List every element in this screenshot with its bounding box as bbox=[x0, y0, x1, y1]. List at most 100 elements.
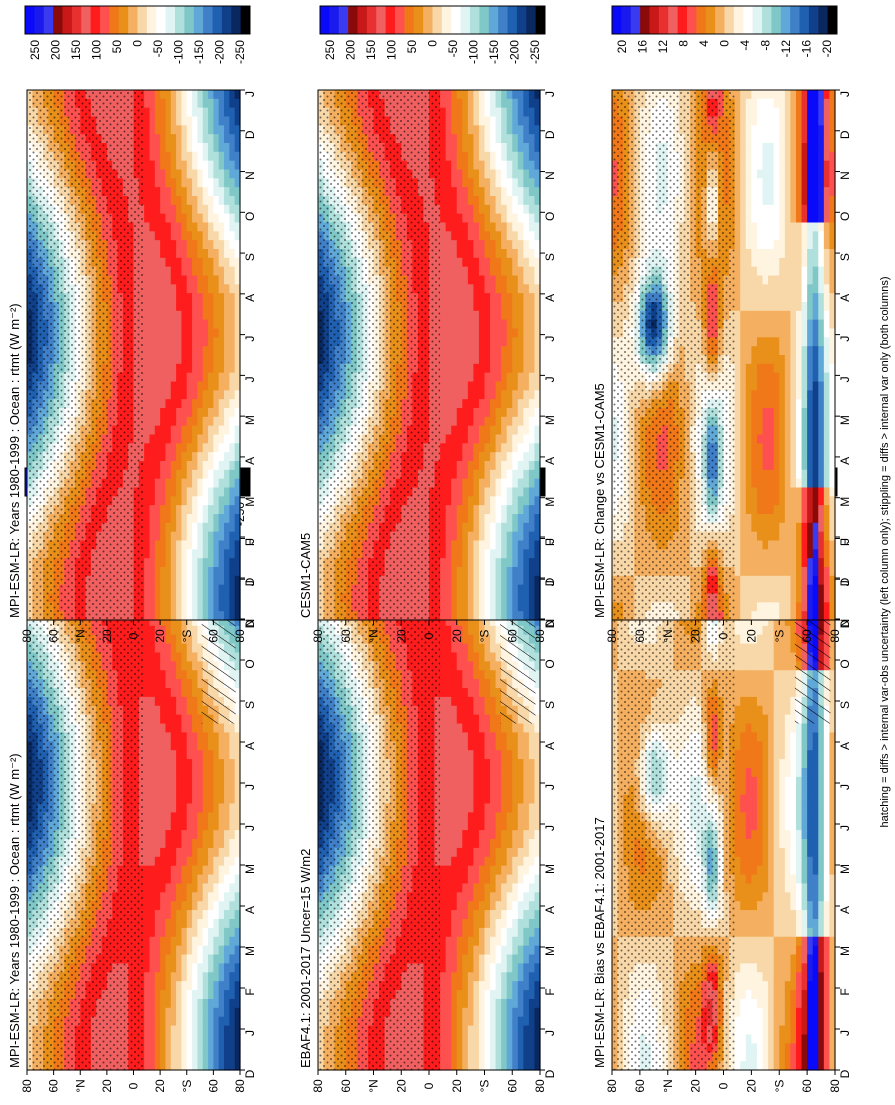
heatmap-cell bbox=[229, 160, 236, 171]
heatmap-cell bbox=[176, 469, 183, 480]
heatmap-cell bbox=[229, 319, 236, 330]
heatmap-cell bbox=[176, 1052, 183, 1062]
heatmap-cell bbox=[165, 652, 172, 662]
heatmap-cell bbox=[213, 847, 220, 858]
heatmap-cell bbox=[197, 1052, 204, 1062]
heatmap-cell bbox=[170, 750, 177, 760]
heatmap-cell bbox=[208, 266, 214, 277]
heatmap-cell bbox=[170, 363, 177, 374]
heatmap-cell bbox=[192, 514, 198, 524]
heatmap-cell bbox=[197, 169, 204, 179]
heatmap-cell bbox=[170, 478, 177, 489]
heatmap-cell bbox=[170, 990, 177, 1000]
heatmap-cell bbox=[218, 328, 225, 338]
heatmap-cell bbox=[234, 522, 241, 533]
heatmap-cell bbox=[154, 634, 161, 645]
heatmap-cell bbox=[170, 803, 177, 813]
heatmap-cell bbox=[186, 634, 193, 645]
heatmap-cell bbox=[218, 558, 225, 568]
heatmap-cell bbox=[165, 1052, 172, 1062]
heatmap-cell bbox=[234, 443, 241, 453]
heatmap-cell bbox=[224, 178, 230, 188]
heatmap-cell bbox=[229, 496, 236, 506]
heatmap-cell bbox=[234, 714, 241, 725]
heatmap-cell bbox=[213, 972, 220, 982]
heatmap-cell bbox=[234, 222, 241, 232]
heatmap-cell bbox=[208, 1007, 214, 1018]
heatmap-cell bbox=[224, 284, 230, 294]
heatmap-cell bbox=[218, 390, 225, 400]
month-tick-label: M bbox=[243, 946, 257, 956]
heatmap-cell bbox=[165, 901, 172, 911]
heatmap-cell bbox=[160, 319, 167, 330]
heatmap-cell bbox=[181, 1025, 188, 1036]
heatmap-cell bbox=[165, 1034, 172, 1044]
heatmap-cell bbox=[186, 514, 193, 524]
heatmap-cell bbox=[160, 998, 167, 1009]
lat-tick-label: 60 bbox=[206, 1079, 220, 1093]
heatmap-cell bbox=[160, 90, 167, 100]
heatmap-cell bbox=[165, 514, 172, 524]
heatmap-cell bbox=[213, 302, 220, 312]
month-tick-label: D bbox=[243, 130, 257, 139]
heatmap-cell bbox=[218, 107, 225, 118]
heatmap-cell bbox=[197, 1043, 204, 1053]
colorbar-label: -50 bbox=[151, 40, 165, 58]
heatmap-cell bbox=[229, 107, 236, 118]
heatmap-cell bbox=[170, 696, 177, 707]
heatmap-cell bbox=[165, 1061, 172, 1071]
heatmap-cell bbox=[218, 910, 225, 920]
heatmap-cell bbox=[160, 416, 167, 427]
heatmap-cell bbox=[197, 372, 204, 383]
heatmap-cell bbox=[213, 381, 220, 391]
heatmap-cell bbox=[202, 821, 209, 831]
heatmap-cell bbox=[208, 98, 214, 109]
heatmap-cell bbox=[170, 443, 177, 453]
heatmap-cell bbox=[181, 478, 188, 489]
heatmap-cell bbox=[181, 670, 188, 680]
heatmap-cell bbox=[213, 865, 220, 876]
heatmap-cell bbox=[192, 310, 198, 321]
heatmap-cell bbox=[149, 981, 156, 991]
heatmap-cell bbox=[202, 732, 209, 742]
heatmap-cell bbox=[154, 643, 161, 654]
heatmap-cell bbox=[192, 275, 198, 285]
heatmap-cell bbox=[218, 732, 225, 742]
heatmap-cell bbox=[160, 963, 167, 973]
heatmap-cell bbox=[224, 584, 230, 595]
heatmap-cell bbox=[197, 714, 204, 725]
heatmap-cell bbox=[213, 213, 220, 224]
heatmap-cell bbox=[181, 625, 188, 636]
heatmap-cell bbox=[176, 275, 183, 285]
heatmap-cell bbox=[213, 249, 220, 259]
heatmap-cell bbox=[165, 231, 172, 241]
heatmap-cell bbox=[234, 670, 241, 680]
heatmap-cell bbox=[154, 558, 161, 568]
heatmap-cell bbox=[186, 160, 193, 171]
heatmap-cell bbox=[144, 661, 151, 671]
heatmap-cell bbox=[144, 363, 151, 374]
heatmap-cell bbox=[208, 936, 214, 947]
heatmap-cell bbox=[181, 741, 188, 751]
heatmap-cell bbox=[224, 998, 230, 1009]
heatmap-cell bbox=[154, 275, 161, 285]
heatmap-cell bbox=[149, 558, 156, 568]
heatmap-cell bbox=[202, 98, 209, 109]
heatmap-cell bbox=[208, 187, 214, 197]
colorbar-swatch bbox=[240, 468, 251, 496]
heatmap-cell bbox=[165, 892, 172, 902]
heatmap-cell bbox=[208, 355, 214, 365]
heatmap-cell bbox=[186, 90, 193, 100]
heatmap-cell bbox=[160, 514, 167, 524]
heatmap-cell bbox=[208, 972, 214, 982]
heatmap-cell bbox=[224, 275, 230, 285]
heatmap-cell bbox=[160, 213, 167, 224]
heatmap-cell bbox=[181, 284, 188, 294]
heatmap-cell bbox=[181, 178, 188, 188]
heatmap-cell bbox=[192, 531, 198, 542]
heatmap-cell bbox=[197, 346, 204, 356]
heatmap-cell bbox=[176, 187, 183, 197]
heatmap-cell bbox=[218, 776, 225, 787]
heatmap-cell bbox=[181, 839, 188, 849]
heatmap-cell bbox=[176, 847, 183, 858]
